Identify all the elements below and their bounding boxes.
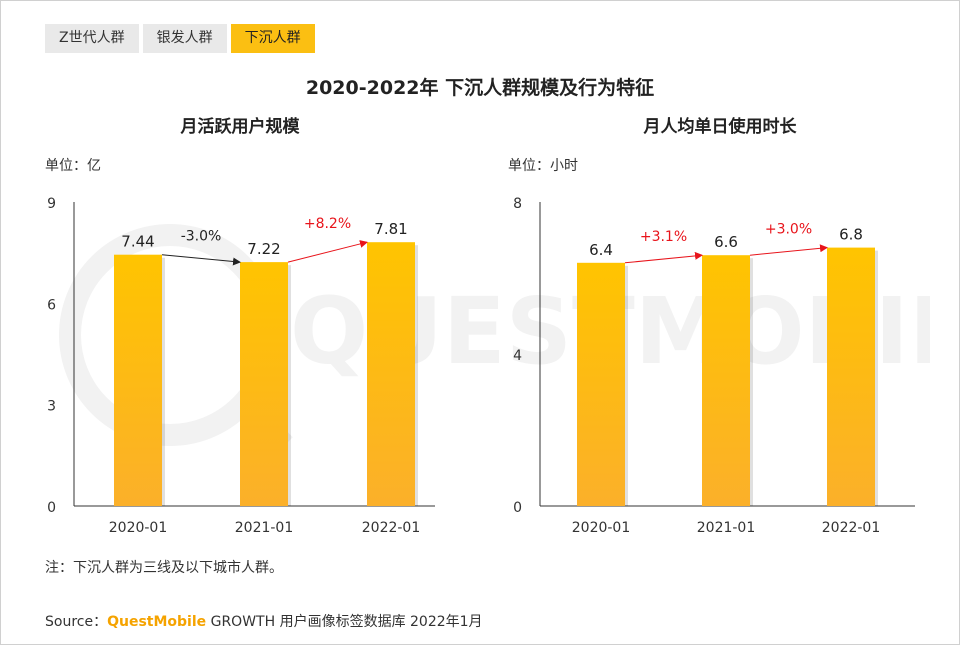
unit-label-mau: 单位：亿 [45, 158, 101, 174]
chart-mau: 0 3 6 9 7.44 2020-01 7.22 2021-01 7.81 2022-01 -3.… [47, 196, 435, 536]
tab-silver[interactable]: 银发人群 [142, 24, 227, 53]
tab-gen-z[interactable]: Z世代人群 [45, 24, 139, 53]
source-prefix: Source： [45, 614, 108, 630]
y-tick-label: 6 [47, 297, 56, 313]
bar [827, 247, 875, 506]
change-arrow [287, 240, 368, 263]
data-label: 6.8 [839, 226, 863, 244]
x-tick-label: 2022-01 [822, 520, 881, 536]
change-arrow [624, 251, 703, 264]
y-tick-label: 9 [47, 196, 56, 212]
x-tick-label: 2021-01 [235, 520, 294, 536]
tab-lower-tier[interactable]: 下沉人群 [230, 24, 315, 53]
data-label: 7.81 [374, 220, 407, 238]
data-label: 7.44 [121, 233, 154, 251]
chart-usage: 0 4 8 6.4 2020-01 6.6 2021-01 6.8 2022-01 +3.1% +3… [513, 196, 915, 536]
page-title: 2020-2022年 下沉人群规模及行为特征 [305, 77, 655, 99]
bar [702, 255, 750, 506]
bar [240, 262, 288, 506]
y-tick-label: 4 [513, 348, 522, 364]
source-text: GROWTH 用户画像标签数据库 2022年1月 [206, 614, 483, 630]
chart-title-mau: 月活跃用户规模 [180, 117, 300, 137]
change-label: +3.1% [640, 229, 687, 245]
change-arrow [749, 244, 828, 256]
x-tick-label: 2020-01 [572, 520, 631, 536]
y-tick-label: 0 [47, 500, 56, 516]
tab-bar: Z世代人群 银发人群 下沉人群 [45, 24, 315, 53]
change-label: +8.2% [304, 216, 351, 232]
change-label: -3.0% [181, 229, 222, 245]
chart-title-usage: 月人均单日使用时长 [643, 117, 797, 137]
source-brand: QuestMobile [107, 614, 207, 630]
bar [114, 254, 162, 506]
x-tick-label: 2022-01 [362, 520, 421, 536]
footnote: 注：下沉人群为三线及以下城市人群。 [45, 560, 283, 576]
y-tick-label: 3 [47, 399, 56, 415]
x-tick-label: 2020-01 [109, 520, 168, 536]
bar [367, 242, 415, 506]
unit-label-usage: 单位：小时 [508, 158, 578, 174]
change-label: +3.0% [765, 222, 812, 238]
data-label: 6.4 [589, 241, 613, 259]
y-tick-label: 8 [513, 196, 522, 212]
source-line: Source：QuestMobile GROWTH 用户画像标签数据库 2022… [45, 611, 483, 631]
y-tick-label: 0 [513, 500, 522, 516]
data-label: 7.22 [247, 240, 280, 258]
bar [577, 262, 625, 506]
data-label: 6.6 [714, 233, 738, 251]
x-tick-label: 2021-01 [697, 520, 756, 536]
change-arrow [161, 254, 241, 266]
